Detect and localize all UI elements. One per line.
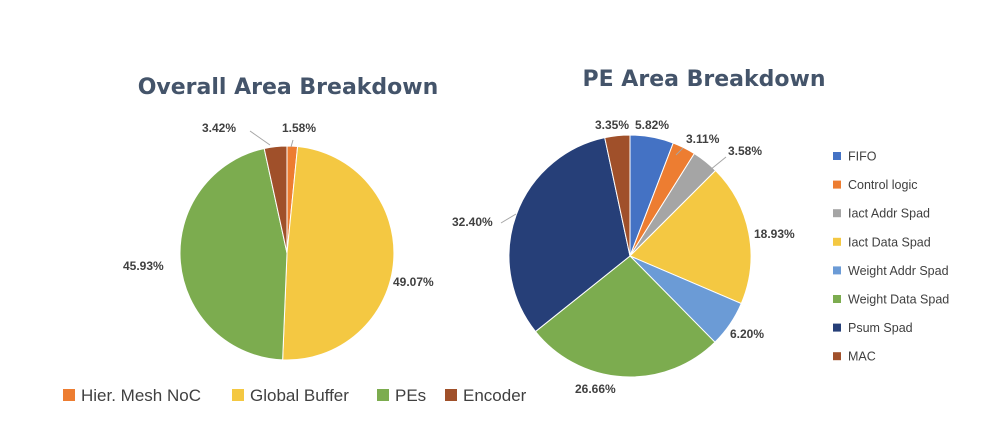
legend-label-mac: MAC [848,350,876,364]
legend-label-iact-addr-spad: Iact Addr Spad [848,207,930,221]
legend-label-encoder: Encoder [463,386,527,405]
overall-legend: Hier. Mesh NoC Global Buffer PEs Encoder [63,386,527,405]
legend-swatch-mac [833,352,841,361]
legend-swatch-psum-spad [833,323,841,332]
overall-pie [179,145,395,361]
data-label-iact-data-spad: 18.93% [754,227,795,241]
data-label-psum-spad: 32.40% [452,215,493,229]
pe-chart-title: PE Area Breakdown [583,67,826,92]
pie-slice-weight-data-spad [534,255,716,378]
pie-slice-encoder [263,145,288,254]
legend-label-global-buffer: Global Buffer [250,386,349,405]
legend-label-control-logic: Control logic [848,178,917,192]
legend-label-pes: PEs [395,386,426,405]
data-label-weight-addr-spad: 6.20% [730,327,764,341]
legend-label-weight-addr-spad: Weight Addr Spad [848,264,949,278]
legend-label-hier-mesh-noc: Hier. Mesh NoC [81,386,201,405]
leader-line [290,139,294,148]
leader-line [709,156,727,171]
leader-line [249,130,271,146]
pe-data-labels: 5.82% 3.11% 3.58% 18.93% 6.20% 26.66% 32.40% 3.… [452,118,795,396]
legend-swatch-fifo [833,152,841,160]
pe-legend: FIFO Control logic Iact Addr Spad Iact Data… [833,150,949,364]
legend-swatch-weight-data-spad [833,295,841,303]
data-label-iact-addr-spad: 3.58% [728,144,762,158]
pie-slice-mac [604,134,631,257]
pie-slice-global-buffer [282,145,395,361]
legend-swatch-control-logic [833,180,841,189]
legend-swatch-iact-addr-spad [833,209,841,218]
data-label-weight-data-spad: 26.66% [575,382,616,396]
legend-swatch-weight-addr-spad [833,266,841,275]
legend-label-weight-data-spad: Weight Data Spad [848,293,949,307]
legend-label-iact-data-spad: Iact Data Spad [848,235,931,249]
leader-line [675,147,684,156]
data-label-global-buffer: 49.07% [393,275,434,289]
legend-swatch-pes [377,389,389,401]
pie-slice-pes [179,147,288,361]
data-label-hier-mesh-noc: 1.58% [282,121,316,135]
legend-label-psum-spad: Psum Spad [848,321,913,335]
data-label-pes: 45.93% [123,259,164,273]
overall-chart-title: Overall Area Breakdown [138,75,439,100]
data-label-control-logic: 3.11% [686,132,720,146]
legend-swatch-global-buffer [232,389,244,401]
legend-swatch-encoder [445,389,457,401]
legend-swatch-hier-mesh-noc [63,389,75,401]
pie-slice-iact-data-spad [629,169,752,305]
legend-swatch-iact-data-spad [833,237,841,246]
overall-data-labels: 1.58% 49.07% 45.93% 3.42% [123,121,434,289]
data-label-encoder: 3.42% [202,121,236,135]
pe-pie [508,134,752,378]
legend-label-fifo: FIFO [848,150,877,164]
leader-line [500,213,517,224]
data-label-fifo: 5.82% [635,118,669,132]
pie-slice-psum-spad [508,137,631,333]
data-label-mac: 3.35% [595,118,629,132]
